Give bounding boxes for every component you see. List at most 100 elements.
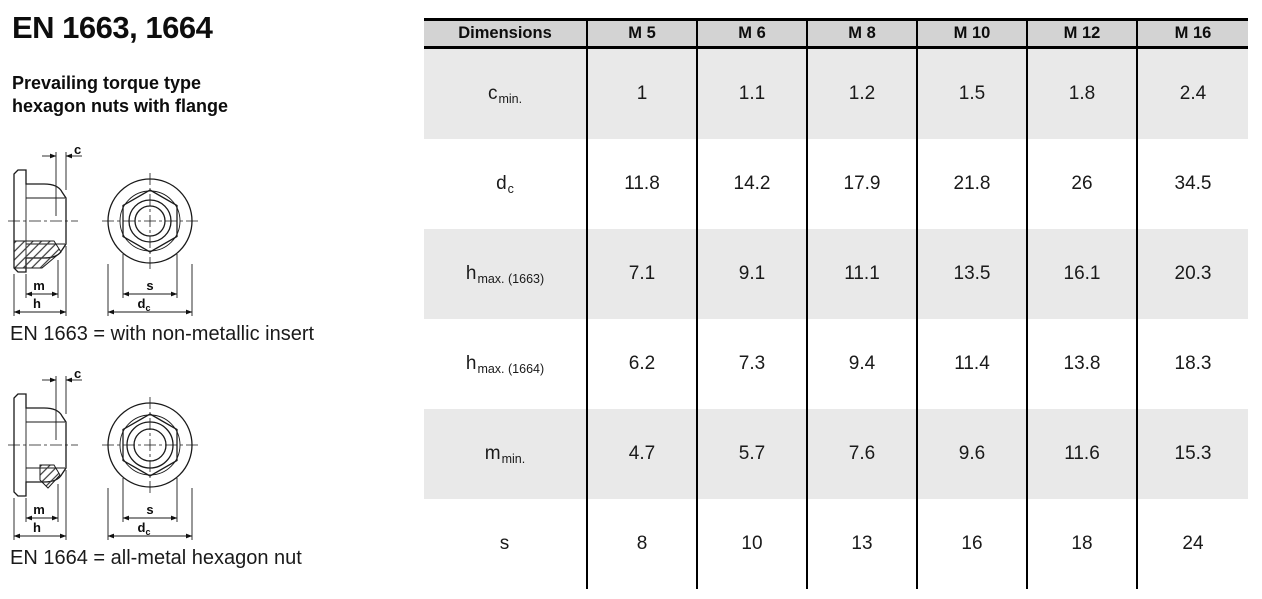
row-label-h-max-1663: h max. (1663) [424, 229, 586, 319]
thread-hole-circle [134, 205, 166, 237]
value-cell: 11.6 [1026, 409, 1136, 499]
subtitle-line-2: hexagon nuts with flange [12, 95, 229, 116]
column-header-m8: M 8 [806, 21, 916, 46]
dimension-symbol: h [465, 263, 477, 284]
value-cell: 1.8 [1026, 49, 1136, 139]
row-label-c-min: c min. [424, 49, 586, 139]
dimension-subscript: max. (1663) [477, 272, 545, 286]
en1664-caption: EN 1664 = all-metal hexagon nut [10, 547, 302, 569]
column-header-m5: M 5 [586, 21, 696, 46]
en1663-caption: EN 1663 = with non-metallic insert [10, 323, 315, 345]
row-label-m-min: m min. [424, 409, 586, 499]
dimension-symbol: c [487, 83, 498, 104]
flange-circle [107, 402, 193, 488]
value-cell: 11.4 [916, 319, 1026, 409]
value-cell: 1 [586, 49, 696, 139]
thread-hole-circle [133, 428, 167, 462]
page-title: EN 1663, 1664 [12, 10, 213, 45]
value-cell: 6.2 [586, 319, 696, 409]
en1664-technical-drawing: c m h s [8, 366, 222, 544]
value-cell: 24 [1136, 499, 1248, 589]
h-dim-label: h [33, 296, 41, 311]
value-cell: 20.3 [1136, 229, 1248, 319]
c-dim-label: c [74, 146, 81, 157]
value-cell: 7.6 [806, 409, 916, 499]
value-cell: 11.1 [806, 229, 916, 319]
table-row-m-min: m min. 4.7 5.7 7.6 9.6 11.6 15.3 [424, 409, 1248, 499]
value-cell: 2.4 [1136, 49, 1248, 139]
m-dim-label: m [33, 278, 45, 293]
table-row-c-min: c min. 1 1.1 1.2 1.5 1.8 2.4 [424, 49, 1248, 139]
column-header-m16: M 16 [1136, 21, 1248, 46]
value-cell: 13.8 [1026, 319, 1136, 409]
column-header-dimensions: Dimensions [458, 24, 552, 42]
value-cell: 9.1 [696, 229, 806, 319]
dc-dim-label: dc [138, 520, 151, 537]
dimension-symbol: d [496, 173, 507, 194]
table-row-h-max-1664: h max. (1664) 6.2 7.3 9.4 11.4 13.8 18.3 [424, 319, 1248, 409]
row-label-s: s [424, 499, 586, 589]
washer-face-circle [119, 190, 181, 252]
value-cell: 21.8 [916, 139, 1026, 229]
value-cell: 1.2 [806, 49, 916, 139]
column-header-m6: M 6 [696, 21, 806, 46]
column-header-m12: M 12 [1026, 21, 1136, 46]
hexagon-outline [122, 189, 178, 253]
value-cell: 13 [806, 499, 916, 589]
c-dim-label: c [74, 370, 81, 381]
dimension-subscript: max. (1664) [477, 362, 545, 376]
value-cell: 8 [586, 499, 696, 589]
washer-face-circle [119, 414, 181, 476]
metal-section-hatch [39, 464, 61, 489]
value-cell: 18 [1026, 499, 1136, 589]
dimension-symbol: m [484, 443, 501, 464]
value-cell: 9.6 [916, 409, 1026, 499]
row-label-h-max-1664: h max. (1664) [424, 319, 586, 409]
value-cell: 1.1 [696, 49, 806, 139]
value-cell: 11.8 [586, 139, 696, 229]
value-cell: 17.9 [806, 139, 916, 229]
dimension-symbol: s [499, 533, 510, 554]
value-cell: 7.3 [696, 319, 806, 409]
value-cell: 7.1 [586, 229, 696, 319]
hexagon-outline [122, 413, 178, 477]
m-dim-label: m [33, 502, 45, 517]
value-cell: 34.5 [1136, 139, 1248, 229]
h-dim-label: h [33, 520, 41, 535]
value-cell: 16.1 [1026, 229, 1136, 319]
insert-circle [128, 199, 172, 243]
page-subtitle: Prevailing torque type hexagon nuts with… [12, 72, 228, 117]
subtitle-line-1: Prevailing torque type [12, 73, 202, 93]
dimension-subscript: c [507, 182, 514, 196]
insert-section-hatch [13, 240, 62, 269]
side-view-outline [13, 393, 67, 497]
table-header-row: Dimensions M 5 M 6 M 8 M 10 M 12 M 16 [424, 18, 1248, 49]
flange-circle [107, 178, 193, 264]
value-cell: 18.3 [1136, 319, 1248, 409]
value-cell: 9.4 [806, 319, 916, 409]
value-cell: 10 [696, 499, 806, 589]
dimension-subscript: min. [498, 92, 523, 106]
dimension-symbol: h [465, 353, 477, 374]
value-cell: 13.5 [916, 229, 1026, 319]
value-cell: 4.7 [586, 409, 696, 499]
s-dim-label: s [146, 502, 153, 517]
value-cell: 5.7 [696, 409, 806, 499]
value-cell: 16 [916, 499, 1026, 589]
en1663-technical-drawing: c m h s [8, 142, 222, 320]
column-header-m10: M 10 [916, 21, 1026, 46]
dimension-subscript: min. [501, 452, 526, 466]
s-dim-label: s [146, 278, 153, 293]
crown-circle [126, 421, 174, 469]
value-cell: 1.5 [916, 49, 1026, 139]
value-cell: 15.3 [1136, 409, 1248, 499]
table-row-h-max-1663: h max. (1663) 7.1 9.1 11.1 13.5 16.1 20.3 [424, 229, 1248, 319]
table-row-s: s 8 10 13 16 18 24 [424, 499, 1248, 589]
value-cell: 26 [1026, 139, 1136, 229]
value-cell: 14.2 [696, 139, 806, 229]
dc-dim-label: dc [138, 296, 151, 313]
